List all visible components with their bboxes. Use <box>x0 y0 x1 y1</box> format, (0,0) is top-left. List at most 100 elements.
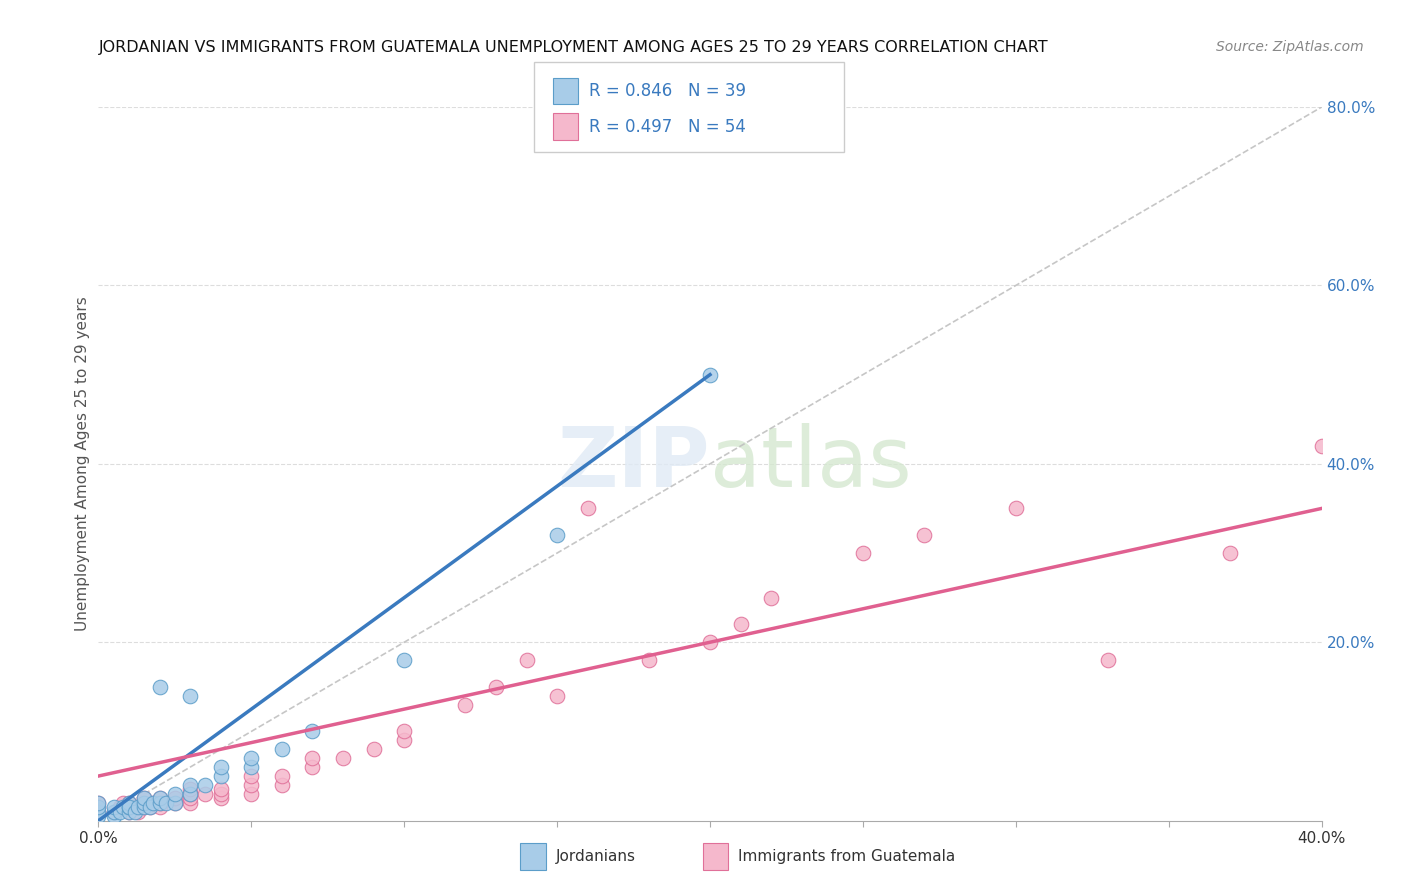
Point <box>209 760 232 774</box>
Point <box>111 800 134 814</box>
Point <box>149 800 172 814</box>
Point <box>699 368 721 382</box>
Point <box>1310 439 1333 453</box>
Point <box>240 751 263 765</box>
Point <box>139 800 162 814</box>
Point <box>270 769 292 783</box>
Point <box>87 796 110 810</box>
Point <box>209 782 232 797</box>
Point <box>240 787 263 801</box>
Point <box>730 617 752 632</box>
Text: ZIP: ZIP <box>558 424 710 504</box>
Point <box>546 689 568 703</box>
Point <box>209 791 232 805</box>
Point <box>301 760 323 774</box>
Point <box>155 796 177 810</box>
Point <box>240 760 263 774</box>
Point <box>87 800 110 814</box>
Point <box>87 805 110 819</box>
Point <box>576 501 599 516</box>
Point <box>118 796 141 810</box>
Point <box>87 796 110 810</box>
Point <box>103 805 125 819</box>
Point <box>149 796 172 810</box>
Point <box>485 680 508 694</box>
Point <box>179 782 201 797</box>
Text: Immigrants from Guatemala: Immigrants from Guatemala <box>738 849 956 863</box>
Point <box>209 769 232 783</box>
Point <box>179 787 201 801</box>
Y-axis label: Unemployment Among Ages 25 to 29 years: Unemployment Among Ages 25 to 29 years <box>75 296 90 632</box>
Point <box>179 689 201 703</box>
Point <box>108 800 131 814</box>
Point <box>179 778 201 792</box>
Point <box>363 742 385 756</box>
Point <box>1219 546 1241 560</box>
Point <box>124 800 146 814</box>
Point <box>209 787 232 801</box>
Point <box>179 787 201 801</box>
Point <box>163 796 186 810</box>
Point <box>134 796 156 810</box>
Point <box>87 800 110 814</box>
Point <box>139 800 162 814</box>
Point <box>118 800 141 814</box>
Point <box>118 796 141 810</box>
Text: JORDANIAN VS IMMIGRANTS FROM GUATEMALA UNEMPLOYMENT AMONG AGES 25 TO 29 YEARS CO: JORDANIAN VS IMMIGRANTS FROM GUATEMALA U… <box>98 40 1047 55</box>
Point <box>179 796 201 810</box>
Point <box>134 791 156 805</box>
Point <box>1004 501 1026 516</box>
Point <box>134 796 156 810</box>
Point <box>1097 653 1119 667</box>
Point <box>118 800 141 814</box>
Point <box>87 805 110 819</box>
Point <box>163 787 186 801</box>
Point <box>332 751 354 765</box>
Point <box>103 800 125 814</box>
Point <box>240 778 263 792</box>
Point <box>392 653 416 667</box>
Point <box>301 751 323 765</box>
Text: R = 0.846   N = 39: R = 0.846 N = 39 <box>589 82 747 100</box>
Point <box>103 805 125 819</box>
Point <box>149 796 172 810</box>
Point <box>301 724 323 739</box>
Point <box>852 546 875 560</box>
Point <box>149 791 172 805</box>
Point <box>108 805 131 819</box>
Point <box>87 809 110 823</box>
Point <box>118 805 141 819</box>
Point <box>516 653 538 667</box>
Point <box>134 800 156 814</box>
Text: R = 0.497   N = 54: R = 0.497 N = 54 <box>589 118 747 136</box>
Text: atlas: atlas <box>710 424 911 504</box>
Point <box>118 805 141 819</box>
Point <box>392 733 416 747</box>
Point <box>637 653 661 667</box>
Point <box>270 742 292 756</box>
Point <box>759 591 782 605</box>
Point <box>194 787 217 801</box>
Point <box>546 528 568 542</box>
Point <box>240 769 263 783</box>
Point <box>142 796 165 810</box>
Point <box>179 791 201 805</box>
Point <box>163 796 186 810</box>
Point <box>149 680 172 694</box>
Text: Jordanians: Jordanians <box>555 849 636 863</box>
Point <box>163 791 186 805</box>
Point <box>103 809 125 823</box>
Point <box>124 805 146 819</box>
Point <box>142 796 165 810</box>
Point <box>127 800 149 814</box>
Point <box>111 796 134 810</box>
Point <box>149 791 172 805</box>
Point <box>392 724 416 739</box>
Point <box>270 778 292 792</box>
Point <box>912 528 935 542</box>
Point <box>699 635 721 649</box>
Point <box>134 800 156 814</box>
Point <box>134 791 156 805</box>
Text: Source: ZipAtlas.com: Source: ZipAtlas.com <box>1216 40 1364 54</box>
Point <box>454 698 477 712</box>
